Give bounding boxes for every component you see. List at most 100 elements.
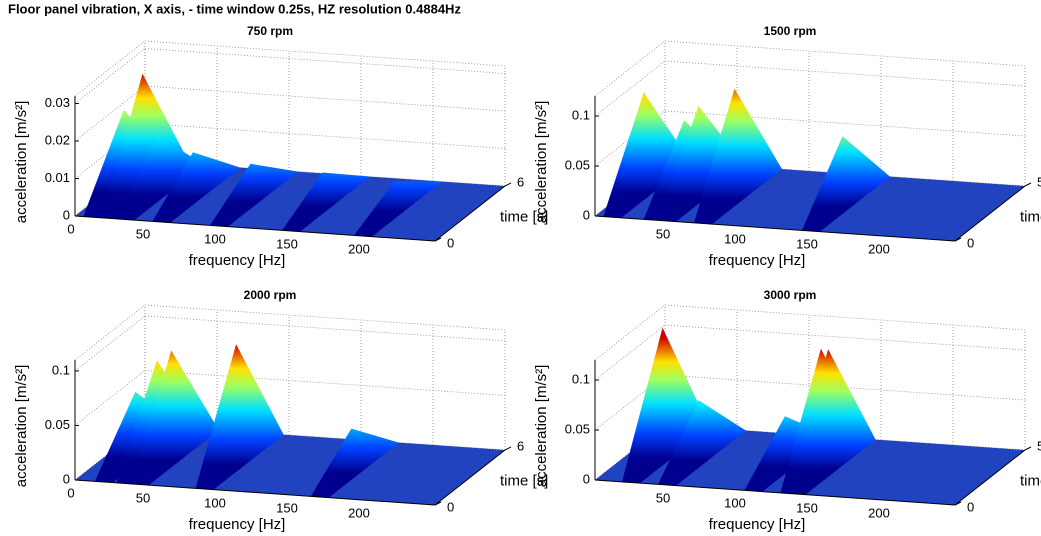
- x-tick-label: 150: [276, 500, 298, 515]
- subplot-title: 3000 rpm: [764, 288, 817, 302]
- y-tick-label: 0: [967, 499, 974, 514]
- z-axis-label: acceleration [m/s²]: [13, 101, 30, 224]
- box-edge: [594, 304, 666, 361]
- surface-peak: [787, 349, 876, 495]
- x-tick-label: 150: [796, 236, 818, 251]
- subplot-title: 1500 rpm: [764, 24, 817, 38]
- x-tick-label: 200: [348, 241, 370, 256]
- x-tick-label: 150: [796, 500, 818, 515]
- z-tick-label: 0: [63, 471, 70, 486]
- grid-line: [144, 85, 506, 112]
- z-tick-label: 0.05: [565, 421, 590, 436]
- x-axis-label: frequency [Hz]: [709, 516, 806, 533]
- y-axis-label: time [s]: [1020, 472, 1041, 489]
- x-axis-label: frequency [Hz]: [709, 252, 806, 269]
- grid-line: [664, 324, 1026, 351]
- surface-peak: [210, 163, 298, 227]
- x-tick-label: 100: [724, 231, 746, 246]
- box-edge: [74, 40, 146, 97]
- y-axis: [954, 185, 1026, 242]
- y-axis: [954, 449, 1026, 506]
- x-tick-label: 50: [656, 490, 670, 505]
- surface-peak: [116, 134, 205, 221]
- x-tick-label: 200: [348, 505, 370, 520]
- z-axis-label: acceleration [m/s²]: [13, 365, 30, 488]
- grid-line: [664, 110, 1026, 137]
- y-tick-label: 6: [517, 438, 524, 453]
- surface-peak: [195, 344, 284, 490]
- surface-peak: [694, 88, 782, 225]
- x-tick-label: 200: [868, 241, 890, 256]
- surface-peak: [354, 181, 442, 237]
- z-tick-label: 0.05: [45, 417, 70, 432]
- surface-peak: [603, 92, 692, 218]
- box-edge: [144, 40, 506, 67]
- z-tick-label: 0.02: [45, 132, 70, 147]
- grid-line: [144, 370, 506, 396]
- y-axis-label: time [s]: [500, 208, 548, 225]
- y-axis: [434, 449, 506, 506]
- x-tick-label: 150: [276, 236, 298, 251]
- box-edge: [664, 304, 1026, 331]
- x-axis-label: frequency [Hz]: [189, 252, 286, 269]
- x-tick-label: 200: [868, 505, 890, 520]
- grid-line: [664, 60, 1026, 87]
- box-edge: [144, 304, 506, 331]
- y-axis: [434, 185, 506, 242]
- x-tick-label: 100: [724, 495, 746, 510]
- x-axis: [594, 479, 956, 506]
- tick-mark: [504, 446, 512, 451]
- x-tick-label: 50: [136, 490, 150, 505]
- grid-line: [74, 48, 146, 104]
- z-tick-label: 0: [583, 471, 590, 486]
- subplot-title: 2000 rpm: [244, 288, 297, 302]
- surface-peak: [152, 152, 241, 223]
- surface-peak: [102, 73, 190, 220]
- z-tick-label: 0: [583, 207, 590, 222]
- surface-peak: [282, 172, 370, 232]
- surface-peak: [802, 136, 890, 232]
- box-edge: [74, 304, 146, 361]
- z-axis-label: acceleration [m/s²]: [533, 365, 550, 488]
- grid-line: [144, 123, 506, 149]
- x-axis: [74, 215, 436, 242]
- surface-peak: [310, 428, 399, 498]
- y-axis-label: time [s]: [500, 472, 548, 489]
- x-tick-label: 50: [656, 226, 670, 241]
- y-tick-label: 0: [447, 235, 454, 250]
- z-axis-label: acceleration [m/s²]: [533, 101, 550, 224]
- surface-peak: [130, 350, 219, 486]
- subplot-title: 750 rpm: [247, 24, 293, 38]
- z-tick-label: 0.1: [52, 362, 70, 377]
- box-edge: [664, 40, 1026, 67]
- y-tick-label: 5: [1037, 174, 1041, 189]
- z-tick-label: 0.05: [565, 157, 590, 172]
- y-tick-label: 0: [967, 235, 974, 250]
- figure-title: Floor panel vibration, X axis, - time wi…: [8, 1, 461, 16]
- box-edge: [594, 40, 666, 97]
- grid-line: [594, 60, 666, 117]
- x-tick-label: 0: [67, 485, 74, 500]
- tick-mark: [504, 182, 512, 187]
- y-tick-label: 5: [1037, 438, 1041, 453]
- y-tick-label: 6: [517, 174, 524, 189]
- z-tick-label: 0.1: [572, 371, 590, 386]
- x-tick-label: 100: [204, 495, 226, 510]
- z-tick-label: 0: [63, 207, 70, 222]
- x-axis: [74, 479, 436, 506]
- z-tick-label: 0.01: [45, 170, 70, 185]
- y-tick-label: 0: [447, 499, 454, 514]
- x-axis-label: frequency [Hz]: [189, 516, 286, 533]
- grid-line: [144, 48, 506, 74]
- x-axis: [594, 215, 956, 242]
- x-tick-label: 50: [136, 226, 150, 241]
- x-tick-label: 100: [204, 231, 226, 246]
- tick-mark: [1024, 182, 1032, 187]
- y-axis-label: time [s]: [1020, 208, 1041, 225]
- surface-peak: [658, 400, 746, 486]
- surface-peak: [658, 106, 746, 222]
- grid-line: [74, 315, 146, 372]
- x-tick-label: 0: [67, 221, 74, 236]
- tick-mark: [1024, 446, 1032, 451]
